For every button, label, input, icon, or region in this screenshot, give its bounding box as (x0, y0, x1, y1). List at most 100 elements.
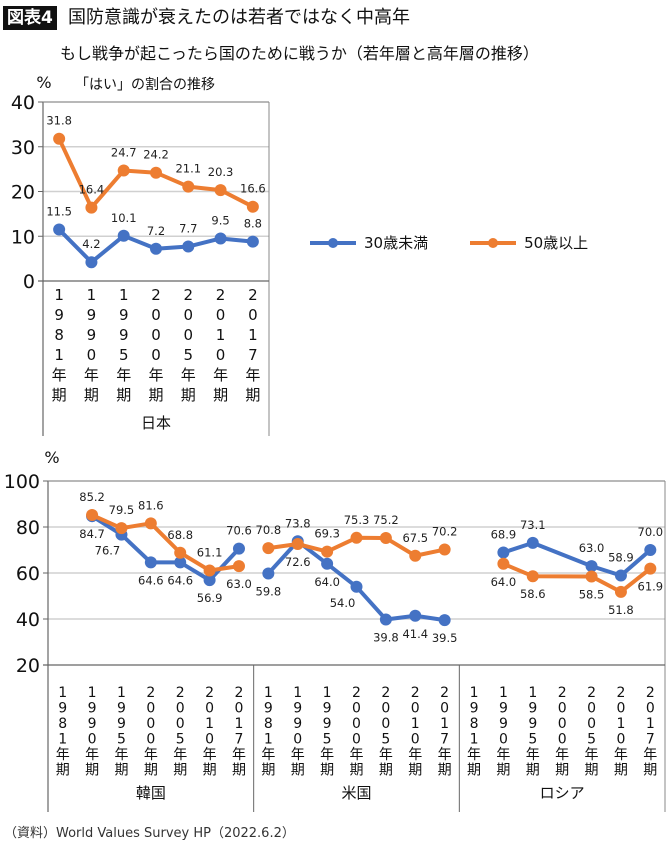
data-point (614, 569, 627, 582)
figure-badge: 図表4 (3, 6, 57, 30)
data-point (86, 509, 99, 522)
data-point (321, 557, 334, 570)
data-point (174, 556, 187, 569)
data-point (350, 580, 363, 593)
x-tick-label: 2 0 1 0 年期 (203, 685, 217, 779)
data-point (644, 544, 657, 556)
x-tick-label: 2 0 1 7 年期 (643, 685, 657, 779)
data-label: 73.8 (285, 516, 311, 530)
legend-marker-orange (470, 237, 517, 248)
data-label: 4.2 (82, 237, 100, 251)
data-point (85, 256, 98, 269)
data-point (321, 545, 334, 558)
data-point (232, 542, 245, 555)
x-tick-label: 1 9 9 0 年期 (85, 685, 99, 779)
legend-item-over50: 50歳以上 (468, 232, 588, 253)
x-tick-label: 2 0 1 7 年期 (245, 286, 260, 404)
data-point (150, 166, 162, 179)
y-tick-label: 0 (23, 271, 35, 293)
data-label: 85.2 (79, 490, 105, 504)
data-point (409, 609, 422, 622)
data-label: 63.0 (226, 577, 252, 591)
data-label: 51.8 (608, 603, 634, 617)
data-label: 58.6 (520, 587, 546, 601)
x-tick-label: 1 9 9 0 年期 (84, 286, 99, 404)
data-label: 39.5 (432, 631, 458, 645)
data-point (203, 574, 216, 587)
legend-item-under30: 30歳未満 (308, 232, 428, 253)
data-label: 7.2 (147, 224, 165, 238)
data-label: 41.4 (402, 627, 428, 641)
data-label: 69.3 (314, 527, 340, 541)
data-label: 7.7 (179, 222, 197, 236)
x-tick-label: 1 9 9 5 年期 (320, 685, 334, 779)
data-label: 24.7 (111, 145, 137, 159)
data-point (409, 549, 422, 562)
y-tick-label: 100 (4, 471, 40, 493)
data-label: 56.9 (197, 591, 223, 605)
y-tick-label: 80 (16, 517, 40, 539)
group-label: 米国 (341, 784, 371, 802)
data-label: 84.7 (79, 527, 105, 541)
x-tick-label: 2 0 1 0 年期 (213, 286, 228, 404)
y-tick-label: 30 (11, 137, 35, 159)
group-label: ロシア (540, 784, 585, 802)
group-label: 韓国 (136, 784, 166, 802)
data-label: 54.0 (330, 596, 356, 610)
data-label: 72.6 (285, 555, 311, 569)
data-point (526, 570, 539, 583)
x-tick-label: 2 0 0 5 年期 (181, 286, 196, 404)
data-label: 68.8 (167, 528, 193, 542)
data-label: 20.3 (208, 165, 234, 179)
x-tick-label: 1 9 9 5 年期 (116, 286, 131, 404)
data-point (497, 546, 510, 559)
x-tick-label: 2 0 1 7 年期 (438, 685, 452, 779)
data-label: 21.1 (175, 162, 201, 176)
y-tick-label: 10 (11, 226, 35, 248)
data-point (53, 132, 66, 145)
legend: 30歳未満 50歳以上 (308, 232, 588, 253)
data-label: 39.8 (373, 630, 399, 644)
chart-note: 「はい」の割合の推移 (75, 77, 215, 93)
data-point (379, 613, 392, 626)
x-tick-label: 2 0 0 5 年期 (173, 685, 187, 779)
data-point (144, 517, 157, 530)
data-point (438, 543, 451, 556)
data-label: 73.1 (520, 518, 546, 532)
data-point (117, 229, 130, 242)
data-label: 67.5 (402, 531, 428, 545)
data-point (174, 546, 187, 559)
data-point (262, 542, 275, 555)
x-tick-label: 2 0 0 0 年期 (350, 685, 364, 779)
x-tick-label: 2 0 0 0 年期 (144, 685, 158, 779)
data-label: 70.0 (638, 525, 664, 539)
data-label: 24.2 (143, 148, 169, 162)
x-tick-label: 2 0 0 5 年期 (585, 685, 599, 779)
figure-title: 国防意識が衰えたのは若者ではなく中高年 (68, 7, 410, 28)
data-point (232, 560, 245, 573)
y-tick-label: 20 (16, 655, 40, 677)
data-point (182, 240, 195, 253)
data-label: 70.2 (432, 525, 458, 539)
data-label: 31.8 (46, 114, 72, 128)
data-point (203, 564, 216, 577)
x-tick-label: 2 0 1 0 年期 (408, 685, 422, 779)
data-label: 61.9 (638, 580, 664, 594)
data-label: 75.3 (344, 513, 370, 527)
x-tick-label: 1 9 8 1 年期 (467, 685, 481, 779)
data-point (214, 184, 227, 197)
data-label: 64.6 (138, 573, 164, 587)
y-tick-label: 40 (16, 609, 40, 631)
data-label: 16.4 (79, 183, 105, 197)
data-point (182, 180, 195, 193)
data-label: 58.9 (608, 551, 634, 565)
x-tick-label: 1 9 8 1 年期 (261, 685, 275, 779)
data-label: 10.1 (111, 211, 137, 225)
group-label: 日本 (141, 414, 171, 432)
data-point (214, 232, 227, 245)
data-label: 8.8 (244, 217, 262, 231)
data-point (379, 532, 392, 545)
data-point (585, 560, 598, 573)
data-point (585, 570, 598, 583)
